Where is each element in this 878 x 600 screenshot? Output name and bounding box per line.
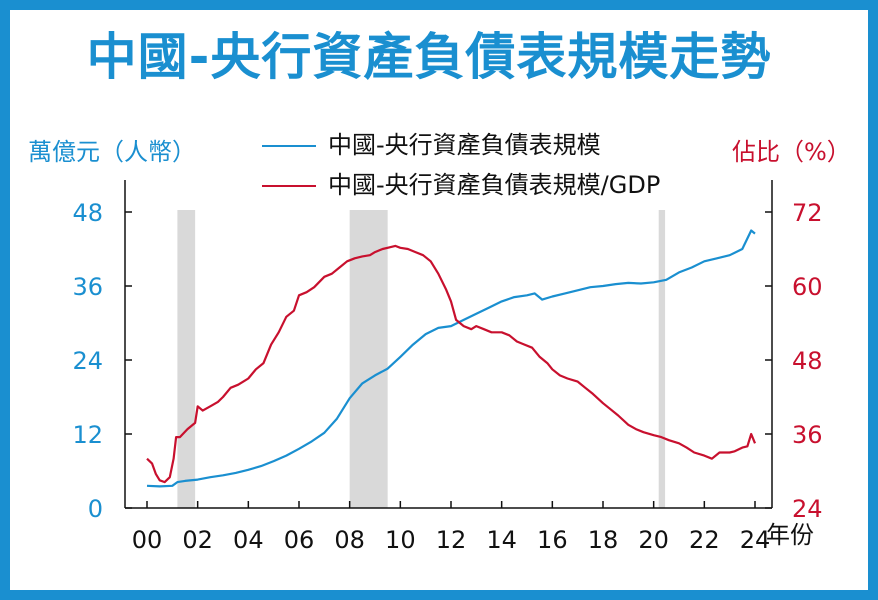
x-tick-label: 14 [486,526,517,554]
left-tick-label: 24 [72,347,103,375]
x-tick-label: 10 [385,526,416,554]
shaded-period-1 [349,210,388,508]
x-tick-label: 24 [740,526,771,554]
legend-swatch-ratio [262,185,316,187]
x-tick-label: 04 [233,526,264,554]
legend-label-ratio: 中國-央行資產負債表規模/GDP [328,171,661,199]
x-tick-label: 08 [334,526,365,554]
chart-frame [10,10,868,590]
x-tick-label: 20 [638,526,669,554]
left-tick-label: 48 [72,199,103,227]
left-tick-label: 12 [72,421,103,449]
x-tick-label: 12 [436,526,467,554]
right-tick-label: 72 [792,199,823,227]
x-tick-label: 22 [689,526,720,554]
shaded-period-2 [658,210,666,508]
x-tick-label: 16 [537,526,568,554]
right-tick-label: 48 [792,347,823,375]
shaded-period-0 [177,210,196,508]
x-tick-label: 18 [588,526,619,554]
left-axis-label: 萬億元（人幣） [28,138,196,166]
left-tick-label: 36 [72,273,103,301]
right-axis-label: 佔比（%） [732,138,851,166]
legend-label-assets: 中國-央行資產負債表規模 [328,131,601,159]
x-tick-label: 00 [132,526,163,554]
x-tick-label: 02 [182,526,213,554]
right-tick-label: 60 [792,273,823,301]
x-tick-label: 06 [284,526,315,554]
chart-title: 中國-央行資產負債表規模走勢 [86,28,772,86]
series-line-ratio [146,244,757,484]
series-line-assets [146,229,756,488]
right-tick-label: 36 [792,421,823,449]
right-tick-label: 24 [792,495,823,523]
legend-swatch-assets [262,145,316,147]
left-tick-label: 0 [88,495,103,523]
x-axis-label: 年份 [766,521,814,549]
